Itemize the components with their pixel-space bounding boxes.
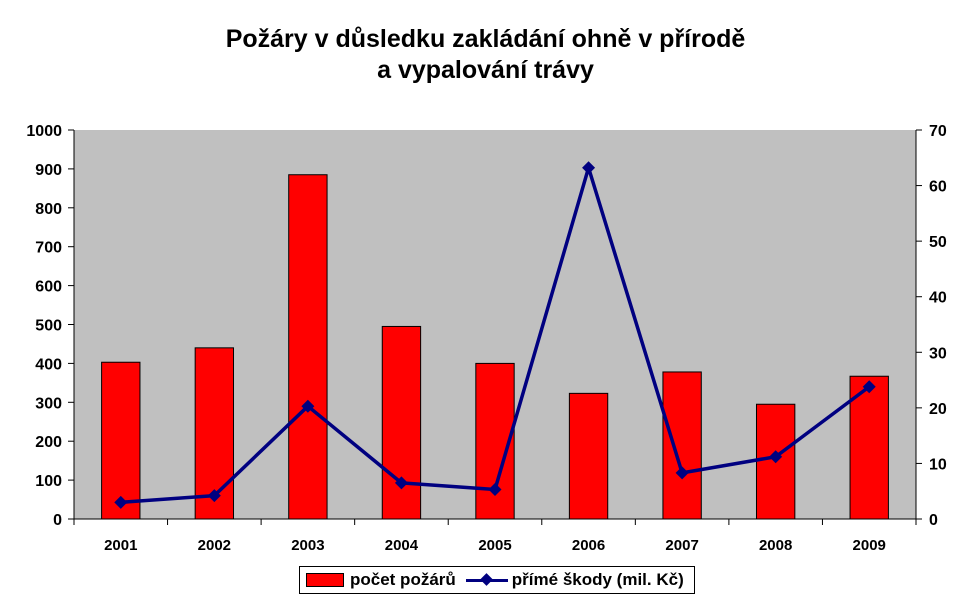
- y-left-tick-label: 400: [35, 356, 62, 373]
- x-tick-label: 2005: [478, 537, 511, 554]
- bar: [101, 361, 141, 520]
- y-right-tick-label: 20: [929, 401, 947, 418]
- x-tick-label: 2001: [104, 537, 137, 554]
- legend-line-swatch: [465, 573, 508, 587]
- y-right-tick-label: 10: [929, 456, 947, 473]
- y-left-tick-label: 700: [35, 240, 62, 257]
- legend-bar-label: počet požárů: [350, 570, 456, 589]
- y-right-tick-label: 0: [929, 512, 938, 529]
- line-point: [582, 161, 596, 175]
- y-right-tick-label: 40: [929, 290, 947, 307]
- y-right-tick-label: 70: [929, 123, 947, 140]
- legend-bar-swatch: [306, 573, 344, 587]
- y-left-tick-label: 300: [35, 395, 62, 412]
- line-point: [394, 476, 408, 490]
- legend-item-line: přímé škody (mil. Kč): [460, 570, 684, 590]
- y-left-tick-label: 800: [35, 201, 62, 218]
- y-right-tick-label: 60: [929, 179, 947, 196]
- bar: [288, 174, 328, 520]
- bar: [381, 325, 422, 520]
- y-right-tick-label: 50: [929, 234, 947, 251]
- x-tick-label: 2003: [291, 537, 324, 554]
- bar: [568, 392, 609, 520]
- y-left-tick-label: 100: [35, 473, 62, 490]
- bar: [662, 371, 702, 520]
- y-left-tick-label: 900: [35, 162, 62, 179]
- line-point: [301, 399, 315, 413]
- line-point: [675, 466, 689, 480]
- x-tick-label: 2004: [385, 537, 419, 554]
- chart-title-line-2: a vypalování trávy: [377, 56, 594, 84]
- x-tick-label: 2002: [198, 537, 231, 554]
- y-left-ticks: 0 100 200 300 400 500 600 700 800 900 1000: [26, 123, 74, 529]
- y-left-tick-label: 500: [35, 318, 62, 335]
- line-layer: [114, 161, 876, 509]
- line-point: [862, 380, 876, 394]
- line-point: [488, 483, 502, 497]
- chart-title: Požáry v důsledku zakládání ohně v příro…: [0, 24, 971, 86]
- bar: [849, 375, 889, 520]
- chart-title-line-1: Požáry v důsledku zakládání ohně v příro…: [225, 25, 746, 53]
- y-left-tick-label: 200: [35, 434, 62, 451]
- line-point: [769, 450, 783, 464]
- y-right-tick-label: 30: [929, 345, 947, 362]
- y-left-tick-label: 0: [53, 512, 62, 529]
- legend-item-bar: počet požárů: [300, 570, 456, 590]
- line-point: [114, 495, 128, 509]
- x-tick-label: 2006: [572, 537, 605, 554]
- y-left-tick-label: 1000: [26, 123, 62, 140]
- legend-line-label: přímé škody (mil. Kč): [511, 570, 684, 589]
- x-tick-label: 2008: [759, 537, 792, 554]
- x-ticks: 2001 2002 2003 2004 2005 2006 2007 2008 2009: [73, 519, 917, 554]
- x-tick-label: 2007: [665, 537, 698, 554]
- y-right-ticks: 0 10 20 30 40 50 60 70: [916, 123, 947, 529]
- x-tick-label: 2009: [853, 537, 886, 554]
- y-left-tick-label: 600: [35, 279, 62, 296]
- line-point: [207, 489, 221, 503]
- legend: počet požárů přímé škody (mil. Kč): [299, 566, 695, 594]
